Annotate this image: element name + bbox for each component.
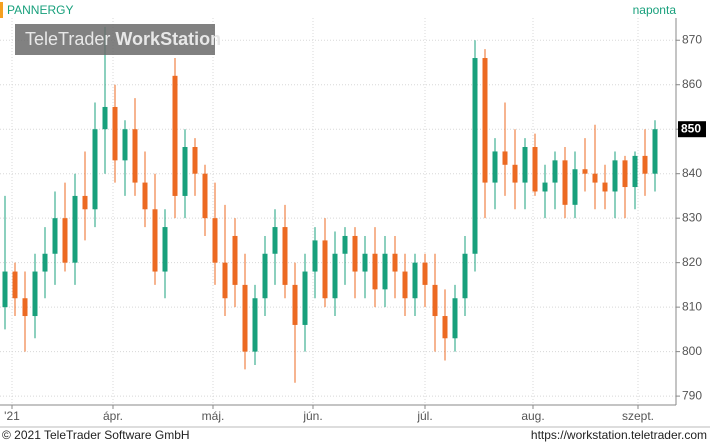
candle-body xyxy=(222,262,228,299)
y-tick-label: 820 xyxy=(682,255,702,269)
candle-body xyxy=(22,298,28,317)
candle-body xyxy=(592,173,598,183)
copyright: © 2021 TeleTrader Software GmbH xyxy=(2,428,190,442)
header-marker xyxy=(0,2,3,18)
x-tick-label: ápr. xyxy=(103,409,123,423)
candle-body xyxy=(512,164,518,183)
x-tick-label: szept. xyxy=(622,409,654,423)
candle-body xyxy=(42,253,48,272)
candle-body xyxy=(372,253,378,290)
chart-title: PANNERGY xyxy=(7,3,73,17)
url: https://workstation.teletrader.com xyxy=(531,428,707,442)
watermark-part: WorkStation xyxy=(115,29,221,49)
watermark-part: TeleTrader xyxy=(25,29,110,49)
candle-body xyxy=(192,147,198,174)
candle-body xyxy=(72,195,78,263)
candle-body xyxy=(642,155,648,174)
candle-body xyxy=(202,173,208,219)
candle-body xyxy=(612,160,618,192)
candle-body xyxy=(302,271,308,325)
y-tick-label: 810 xyxy=(682,299,702,313)
candle-body xyxy=(632,155,638,188)
last-price-label: 850 xyxy=(681,121,701,135)
candle-body xyxy=(252,298,258,352)
candle-body xyxy=(602,182,608,192)
candle-body xyxy=(352,235,358,272)
y-tick-label: 860 xyxy=(682,77,702,91)
candle-body xyxy=(242,284,248,352)
candle-body xyxy=(102,106,108,130)
candle-body xyxy=(562,160,568,205)
candle-body xyxy=(622,160,628,188)
candle-body xyxy=(282,227,288,285)
candle-body xyxy=(332,253,338,299)
watermark-box xyxy=(15,24,215,55)
candle-body xyxy=(162,227,168,272)
candle-body xyxy=(472,58,478,254)
candle-body xyxy=(292,284,298,325)
x-tick-label: júl. xyxy=(416,409,432,423)
x-tick-label: máj. xyxy=(202,409,225,423)
y-tick-label: 840 xyxy=(682,166,702,180)
candle-body xyxy=(172,75,178,196)
candle-body xyxy=(142,182,148,210)
candle-body xyxy=(412,262,418,299)
candle-body xyxy=(122,129,128,161)
chart-subtitle: naponta xyxy=(633,3,677,17)
y-tick-label: 830 xyxy=(682,210,702,224)
candle-body xyxy=(572,169,578,205)
candle-body xyxy=(2,271,8,308)
x-tick-label: jún. xyxy=(302,409,322,423)
candle-body xyxy=(482,58,488,183)
candle-body xyxy=(442,316,448,339)
candle-body xyxy=(312,240,318,272)
candle-body xyxy=(422,262,428,285)
candle-body xyxy=(542,182,548,192)
candle-body xyxy=(362,253,368,272)
candle-body xyxy=(552,160,558,183)
candle-body xyxy=(342,235,348,254)
candle-body xyxy=(182,147,188,196)
candle-body xyxy=(462,253,468,299)
candle-body xyxy=(112,106,118,161)
y-tick-label: 790 xyxy=(682,388,702,402)
candle-body xyxy=(502,151,508,165)
candle-body xyxy=(322,240,328,299)
candle-body xyxy=(582,169,588,174)
candle-body xyxy=(522,147,528,183)
candle-body xyxy=(532,147,538,192)
watermark: TeleTrader WorkStation xyxy=(25,29,221,49)
plot: 790 800 810 820 830 840 850 860 870 '21 ápr. máj. jú… xyxy=(0,18,706,423)
x-tick-label: '21 xyxy=(4,409,20,423)
candle-body xyxy=(652,129,658,174)
candle-body xyxy=(492,151,498,183)
candle-body xyxy=(382,253,388,290)
candle-body xyxy=(452,298,458,339)
candle-body xyxy=(62,218,68,263)
y-tick-label: 800 xyxy=(682,344,702,358)
candle-body xyxy=(212,218,218,263)
candle-body xyxy=(402,271,408,299)
candle-body xyxy=(262,253,268,299)
candle-body xyxy=(432,284,438,317)
candle-body xyxy=(392,253,398,272)
candle-body xyxy=(32,271,38,317)
candle-body xyxy=(132,129,138,183)
last-price-box xyxy=(678,121,706,138)
candle-body xyxy=(82,195,88,210)
candle-body xyxy=(232,235,238,285)
candle-body xyxy=(152,209,158,272)
x-tick-label: aug. xyxy=(521,409,544,423)
candle-body xyxy=(52,218,58,254)
candle-body xyxy=(272,227,278,254)
candle-body xyxy=(92,129,98,210)
y-tick-label: 870 xyxy=(682,32,702,46)
candle-body xyxy=(12,271,18,299)
